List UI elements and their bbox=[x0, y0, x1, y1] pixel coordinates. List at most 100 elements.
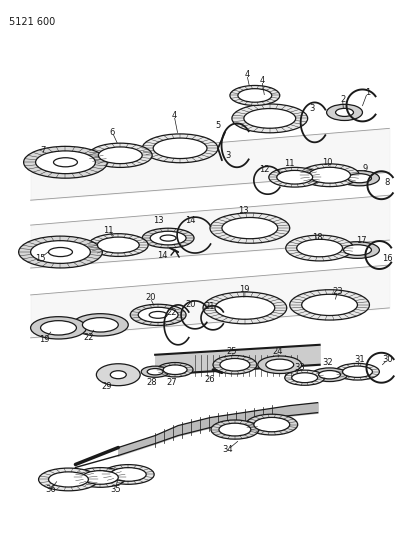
Text: 23: 23 bbox=[331, 287, 342, 296]
Ellipse shape bbox=[221, 217, 277, 239]
Text: 17: 17 bbox=[355, 236, 366, 245]
Text: 31: 31 bbox=[353, 356, 364, 364]
Text: 4: 4 bbox=[171, 111, 176, 120]
Text: 7: 7 bbox=[40, 146, 45, 155]
Text: 35: 35 bbox=[110, 485, 120, 494]
Text: 19: 19 bbox=[238, 286, 249, 294]
Text: 30: 30 bbox=[381, 356, 392, 364]
Ellipse shape bbox=[24, 147, 107, 178]
Ellipse shape bbox=[202, 292, 286, 324]
Ellipse shape bbox=[142, 228, 193, 248]
Ellipse shape bbox=[284, 370, 324, 385]
Ellipse shape bbox=[97, 237, 139, 253]
Ellipse shape bbox=[88, 143, 152, 167]
Text: 25: 25 bbox=[226, 348, 236, 356]
Ellipse shape bbox=[343, 245, 371, 255]
Ellipse shape bbox=[299, 164, 359, 187]
Ellipse shape bbox=[74, 467, 126, 487]
Ellipse shape bbox=[243, 109, 295, 128]
Ellipse shape bbox=[130, 304, 186, 326]
Ellipse shape bbox=[335, 108, 353, 116]
Ellipse shape bbox=[147, 368, 163, 375]
Ellipse shape bbox=[335, 364, 378, 380]
Ellipse shape bbox=[301, 294, 357, 316]
Text: 8: 8 bbox=[384, 177, 389, 187]
Text: 4: 4 bbox=[244, 70, 249, 79]
Ellipse shape bbox=[296, 239, 342, 257]
Text: 5121 600: 5121 600 bbox=[9, 17, 55, 27]
Ellipse shape bbox=[326, 104, 362, 120]
Text: 19: 19 bbox=[39, 335, 49, 344]
Ellipse shape bbox=[342, 366, 371, 377]
Ellipse shape bbox=[212, 356, 256, 374]
Text: 4: 4 bbox=[258, 76, 264, 85]
Ellipse shape bbox=[98, 147, 142, 164]
Text: 5: 5 bbox=[215, 121, 220, 130]
Ellipse shape bbox=[335, 241, 378, 259]
Ellipse shape bbox=[318, 370, 340, 379]
Text: 16: 16 bbox=[381, 254, 392, 263]
Text: 36: 36 bbox=[45, 485, 56, 494]
Ellipse shape bbox=[36, 151, 95, 174]
Ellipse shape bbox=[110, 467, 146, 481]
Text: 13: 13 bbox=[238, 206, 249, 215]
Ellipse shape bbox=[157, 362, 193, 377]
Text: 15: 15 bbox=[35, 254, 46, 263]
Ellipse shape bbox=[82, 471, 118, 484]
Ellipse shape bbox=[339, 171, 378, 186]
Ellipse shape bbox=[150, 231, 186, 245]
Ellipse shape bbox=[160, 235, 176, 241]
Text: 3: 3 bbox=[308, 104, 314, 113]
Text: 13: 13 bbox=[153, 216, 163, 224]
Text: 29: 29 bbox=[101, 382, 111, 391]
Text: 18: 18 bbox=[312, 232, 322, 241]
Ellipse shape bbox=[54, 158, 77, 167]
Text: 11: 11 bbox=[284, 159, 294, 168]
Ellipse shape bbox=[214, 296, 274, 319]
Ellipse shape bbox=[308, 167, 350, 183]
Ellipse shape bbox=[245, 414, 297, 435]
Text: 28: 28 bbox=[146, 378, 157, 387]
Ellipse shape bbox=[18, 236, 102, 268]
Ellipse shape bbox=[209, 213, 289, 243]
Ellipse shape bbox=[153, 138, 207, 158]
Ellipse shape bbox=[96, 364, 140, 386]
Ellipse shape bbox=[142, 134, 218, 163]
Ellipse shape bbox=[138, 308, 178, 322]
Ellipse shape bbox=[231, 104, 307, 133]
Text: 14: 14 bbox=[184, 216, 195, 224]
Ellipse shape bbox=[347, 174, 371, 183]
Text: 10: 10 bbox=[321, 158, 332, 167]
Ellipse shape bbox=[141, 366, 169, 377]
Text: 1: 1 bbox=[364, 88, 369, 97]
Ellipse shape bbox=[40, 321, 76, 335]
Ellipse shape bbox=[289, 290, 369, 320]
Text: 21: 21 bbox=[204, 302, 215, 311]
Ellipse shape bbox=[102, 465, 154, 484]
Text: 12: 12 bbox=[259, 165, 270, 174]
Ellipse shape bbox=[48, 247, 72, 256]
Ellipse shape bbox=[229, 85, 279, 106]
Ellipse shape bbox=[82, 318, 118, 332]
Ellipse shape bbox=[257, 356, 301, 374]
Ellipse shape bbox=[149, 311, 167, 318]
Ellipse shape bbox=[31, 241, 90, 263]
Ellipse shape bbox=[285, 235, 353, 261]
Ellipse shape bbox=[38, 468, 98, 491]
Text: 27: 27 bbox=[166, 378, 177, 387]
Ellipse shape bbox=[48, 472, 88, 487]
Text: 9: 9 bbox=[362, 164, 367, 173]
Text: 11: 11 bbox=[103, 225, 113, 235]
Ellipse shape bbox=[237, 88, 271, 102]
Text: 26: 26 bbox=[204, 375, 215, 384]
Ellipse shape bbox=[211, 420, 258, 439]
Ellipse shape bbox=[72, 314, 128, 336]
Ellipse shape bbox=[265, 359, 293, 370]
Ellipse shape bbox=[276, 171, 312, 184]
Text: 33: 33 bbox=[294, 363, 304, 372]
Text: 6: 6 bbox=[109, 128, 115, 137]
Ellipse shape bbox=[31, 317, 86, 339]
Ellipse shape bbox=[218, 423, 250, 436]
Text: 22: 22 bbox=[166, 309, 177, 317]
Ellipse shape bbox=[163, 365, 187, 375]
